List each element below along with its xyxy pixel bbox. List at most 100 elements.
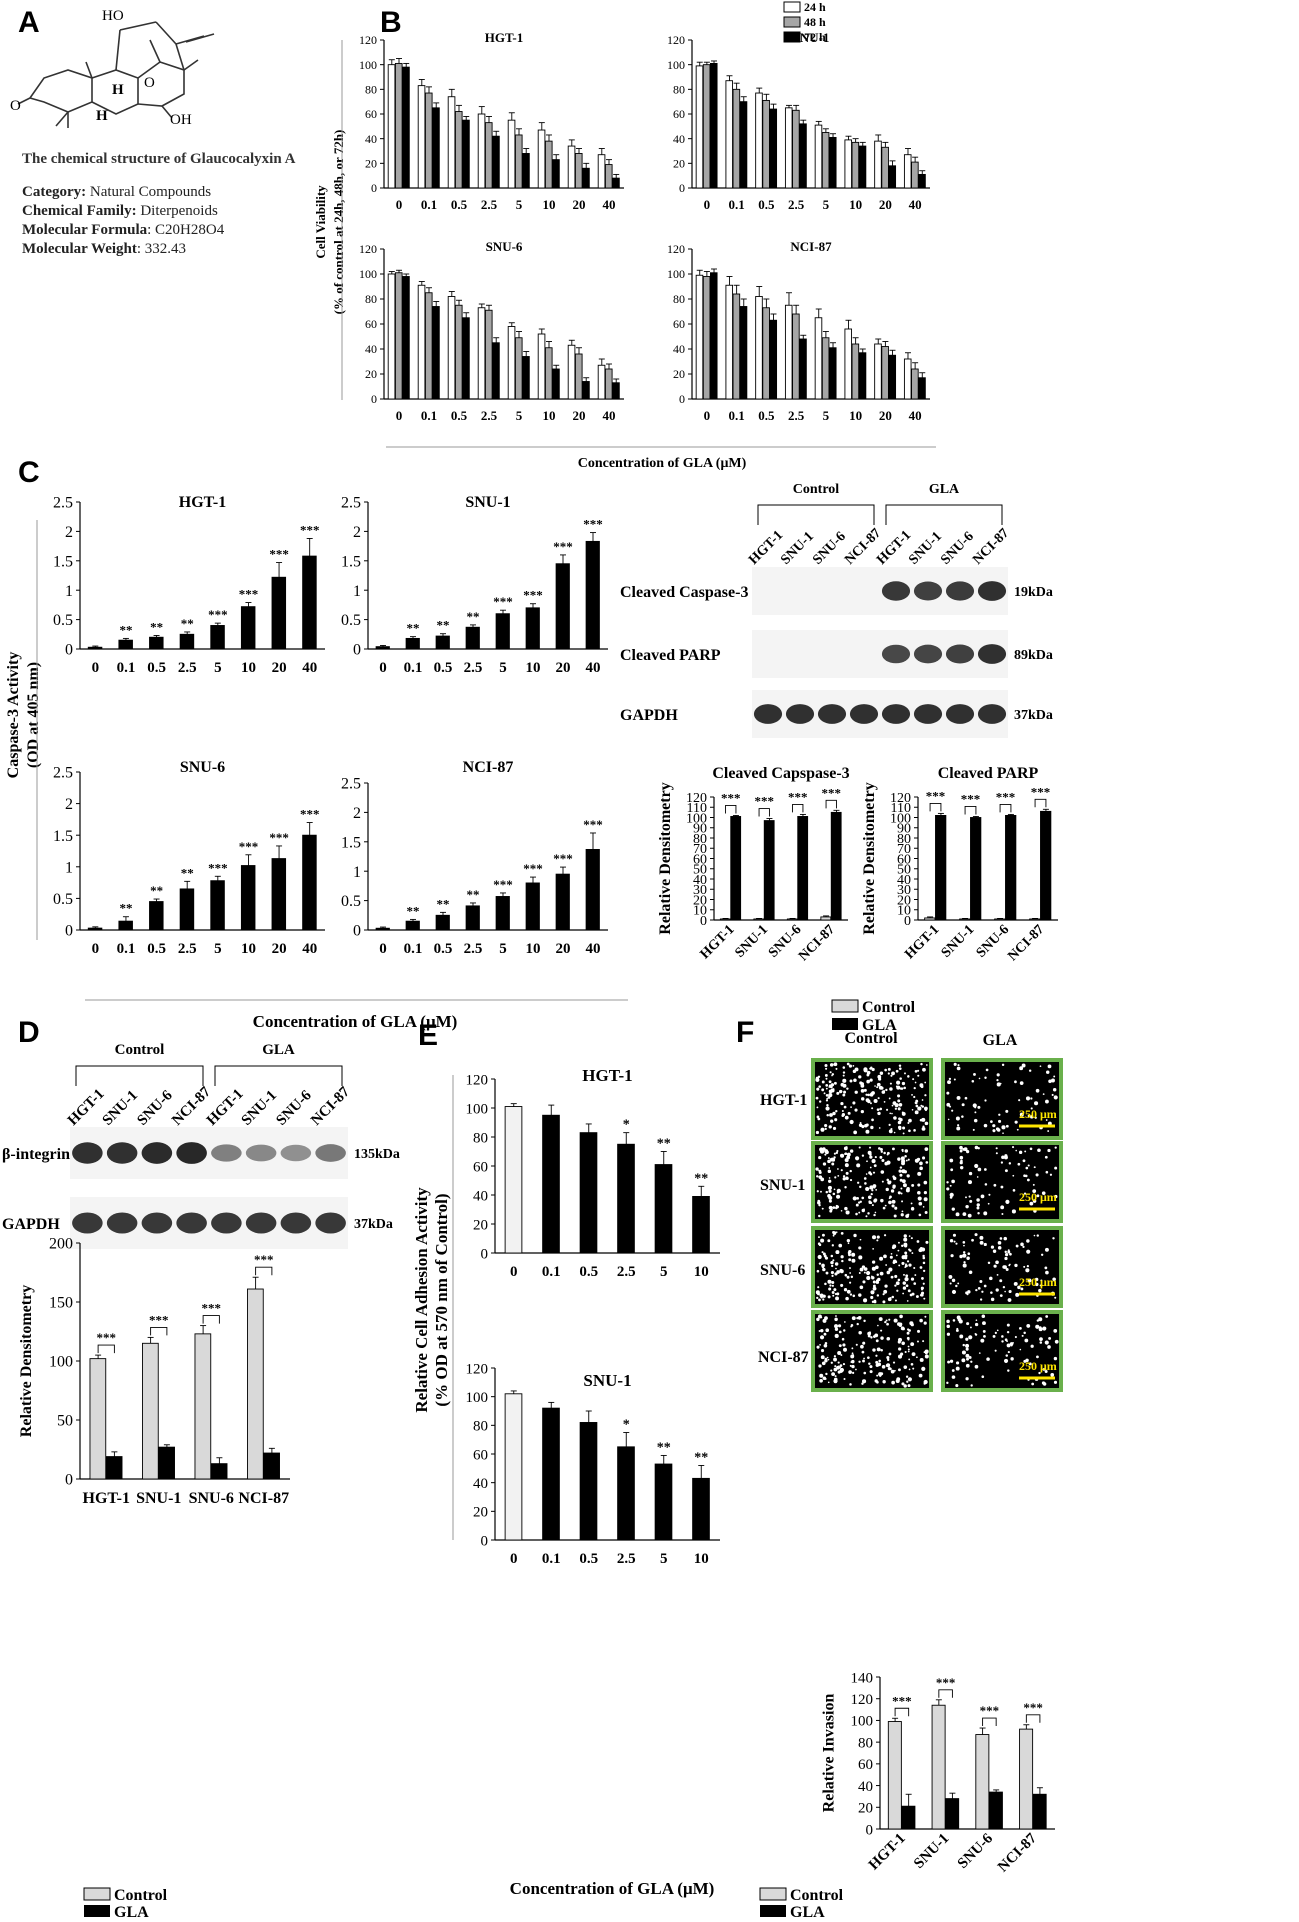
bar: [477, 307, 486, 400]
cell-dot: [832, 1206, 836, 1209]
cell-dot: [827, 1169, 832, 1174]
bar: [725, 80, 734, 189]
cell-dot: [912, 1367, 915, 1370]
cell-dot: [1012, 1174, 1015, 1177]
cell-dot: [884, 1284, 888, 1288]
cell-dot: [1014, 1080, 1017, 1084]
cell-dot: [862, 1359, 865, 1363]
cell-dot: [816, 1115, 820, 1119]
cell-dot: [873, 1199, 877, 1203]
cell-dot: [949, 1196, 953, 1199]
cell-dot: [983, 1242, 987, 1247]
cell-dot: [984, 1183, 988, 1186]
cell-dot: [997, 1241, 1002, 1245]
cell-dot: [1032, 1199, 1037, 1203]
y-tick-label: 80: [858, 1735, 873, 1751]
cell-dot: [863, 1088, 867, 1092]
cell-dot: [908, 1358, 911, 1361]
cell-dot: [1053, 1328, 1058, 1333]
bar: [149, 636, 164, 650]
cell-dot: [871, 1118, 874, 1122]
significance-label: **: [694, 1171, 708, 1186]
cell-dot: [1027, 1278, 1032, 1283]
cell-dot: [844, 1115, 849, 1120]
cell-dot: [876, 1086, 879, 1089]
y-tick-label: 140: [851, 1670, 874, 1686]
cell-dot: [993, 1183, 997, 1187]
bar: [495, 896, 510, 931]
cell-dot: [953, 1240, 956, 1243]
cell-dot: [1030, 1344, 1034, 1348]
f-col-header-gla: GLA: [983, 1032, 1018, 1049]
significance-label: ***: [583, 517, 603, 532]
y-tick-label: 100: [466, 1390, 489, 1406]
cell-dot: [832, 1088, 835, 1091]
cell-dot: [818, 1155, 822, 1160]
bar: [887, 1721, 902, 1830]
cell-dot: [885, 1088, 888, 1092]
y-tick-label: 20: [473, 1217, 488, 1233]
band-kda: 37kDa: [354, 1217, 393, 1232]
cell-dot: [907, 1289, 911, 1293]
significance-label: **: [119, 622, 132, 637]
x-tick-label: 40: [603, 408, 616, 423]
cell-dot: [849, 1149, 854, 1153]
cell-dot: [834, 1176, 837, 1179]
legend-label: 24 h: [804, 0, 826, 14]
cell-dot: [965, 1377, 969, 1381]
cell-dot: [914, 1110, 919, 1115]
cell-dot: [910, 1202, 913, 1205]
cell-dot: [884, 1204, 887, 1207]
cell-dot: [992, 1249, 997, 1253]
cell-dot: [821, 1263, 825, 1268]
y-axis-label: Relative Densitometry: [18, 1285, 35, 1437]
cell-dot: [961, 1115, 964, 1118]
cell-dot: [905, 1214, 909, 1218]
bar: [612, 177, 620, 189]
x-tick-label: 2.5: [481, 197, 498, 212]
cell-dot: [1017, 1285, 1021, 1290]
cell-dot: [959, 1254, 963, 1259]
cell-dot: [1036, 1194, 1040, 1198]
cell-dot: [851, 1258, 856, 1263]
cell-dot: [830, 1264, 834, 1268]
cell-dot: [842, 1093, 846, 1097]
cell-dot: [951, 1109, 954, 1112]
significance-label: **: [467, 609, 480, 624]
cell-dot: [904, 1277, 909, 1282]
bar: [462, 317, 470, 400]
cell-dot: [901, 1213, 904, 1217]
y-tick-label: 60: [473, 1447, 488, 1463]
cell-dot: [1045, 1270, 1049, 1275]
cell-dot: [862, 1280, 866, 1284]
y-tick-label: 0: [371, 181, 377, 195]
cell-dot: [819, 1373, 824, 1378]
cell-dot: [897, 1120, 902, 1125]
bar: [888, 354, 897, 400]
band: [280, 1212, 312, 1234]
cell-dot: [1024, 1338, 1029, 1343]
cell-dot: [922, 1125, 925, 1128]
cell-dot: [850, 1361, 853, 1363]
legend-label-gla: GLA: [114, 1904, 149, 1921]
lane-label: SNU-1: [239, 1087, 280, 1128]
cell-dot: [838, 1243, 843, 1248]
cell-dot: [876, 1273, 879, 1276]
cell-dot: [818, 1262, 822, 1265]
cell-dot: [827, 1295, 831, 1299]
cell-dot: [850, 1275, 854, 1279]
x-tick-label: 20: [879, 197, 892, 212]
bar: [874, 140, 882, 189]
cell-dot: [861, 1350, 865, 1354]
band-label: Cleaved Caspase-3: [620, 584, 748, 601]
cell-dot: [863, 1298, 868, 1303]
cell-dot: [823, 1343, 828, 1348]
significance-label: ***: [493, 877, 513, 892]
cell-dot: [873, 1300, 877, 1304]
cell-dot: [894, 1107, 898, 1110]
cell-dot: [899, 1118, 903, 1122]
cell-dot: [997, 1246, 1002, 1250]
cell-dot: [904, 1154, 907, 1158]
cell-dot: [845, 1176, 849, 1180]
